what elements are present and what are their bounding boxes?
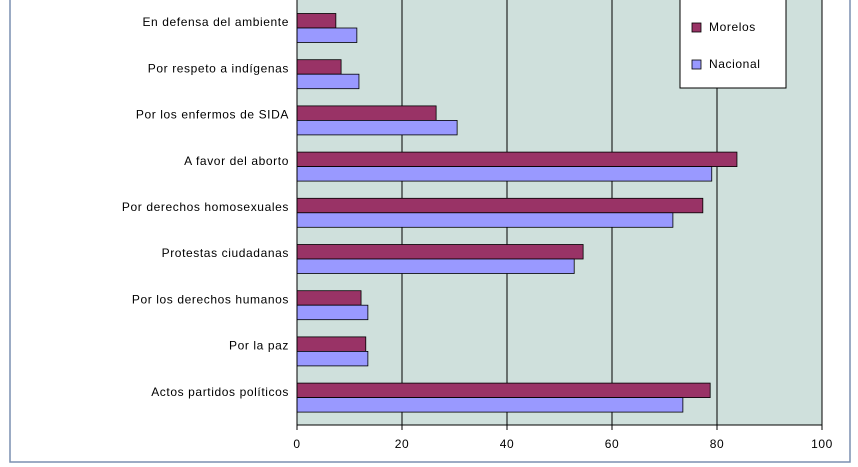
bar: [296, 304, 369, 321]
x-tick-label: 0: [293, 437, 300, 451]
x-tick-label: 40: [500, 437, 515, 451]
bar: [296, 290, 362, 306]
y-tick-label: A favor del aborto: [184, 154, 289, 168]
bar: [296, 105, 437, 121]
y-tick-label: En defensa del ambiente: [142, 15, 289, 29]
x-tick-label: 80: [710, 437, 725, 451]
y-tick-label: Por los derechos humanos: [132, 292, 289, 306]
bar: [296, 212, 674, 228]
bar: [296, 27, 358, 43]
bar: [296, 151, 738, 168]
legend-label: Morelos: [709, 20, 756, 34]
bar: [296, 258, 575, 274]
bar: [296, 73, 360, 90]
legend-swatch: [691, 22, 702, 33]
bar: [296, 59, 342, 75]
bar: [296, 244, 584, 260]
bar: [296, 350, 369, 367]
x-tick-label: 100: [811, 437, 833, 451]
y-tick-label: Por derechos homosexuales: [122, 200, 289, 214]
legend: [679, 0, 787, 89]
bar: [296, 336, 367, 352]
bar: [296, 382, 711, 399]
bar: [296, 13, 337, 29]
legend-label: Nacional: [709, 57, 761, 71]
x-tick-label: 20: [395, 437, 410, 451]
x-tick-label: 60: [605, 437, 620, 451]
legend-swatch: [691, 59, 702, 70]
bar: [296, 197, 704, 214]
y-tick-label: Por la paz: [229, 339, 289, 353]
y-tick-label: Actos partidos políticos: [151, 385, 289, 399]
bar: [296, 397, 684, 413]
y-tick-label: Por respeto a indígenas: [148, 61, 289, 75]
bar: [296, 120, 458, 136]
y-tick-label: Por los enfermos de SIDA: [136, 108, 289, 122]
y-tick-label: Protestas ciudadanas: [162, 246, 289, 260]
bar: [296, 166, 713, 182]
